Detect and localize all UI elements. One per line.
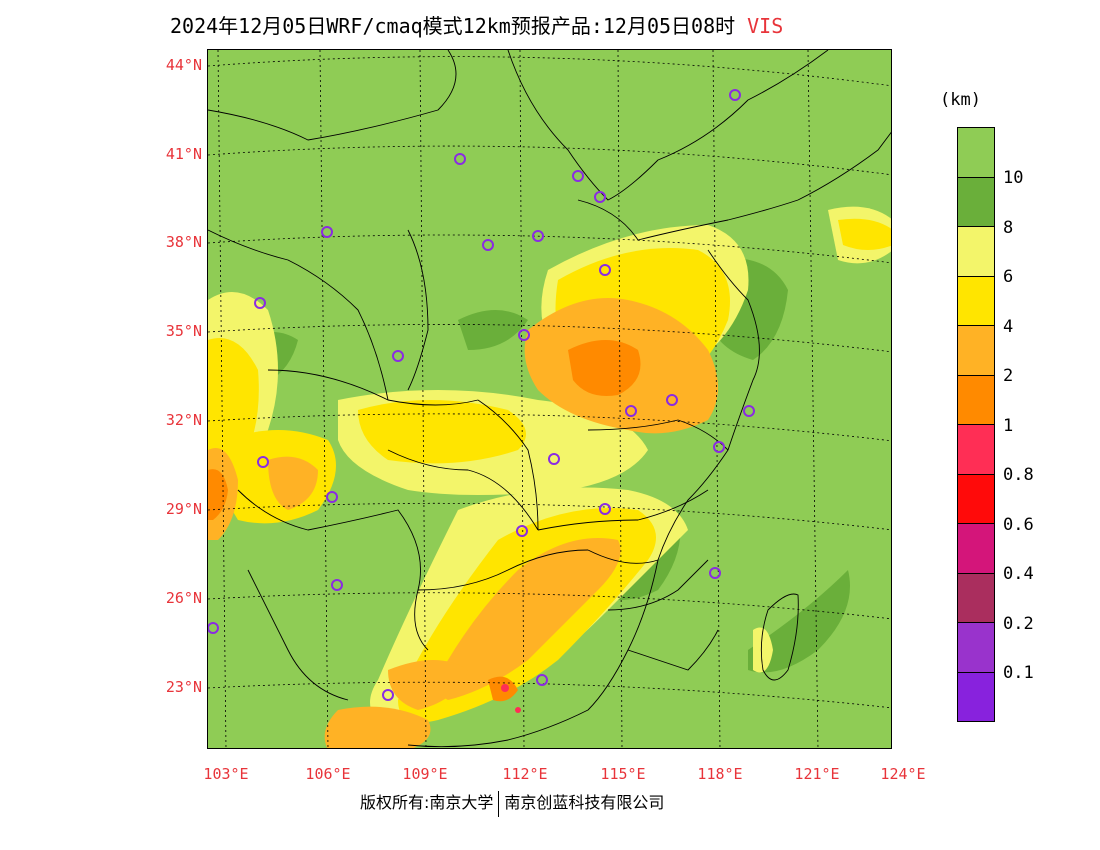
- legend-label-2: 2: [1003, 366, 1014, 386]
- station-marker: [532, 230, 544, 242]
- legend-color-band: [958, 326, 994, 376]
- station-marker: [331, 579, 343, 591]
- station-marker: [326, 491, 338, 503]
- lon-label-112: 112°E: [502, 765, 548, 783]
- legend-label-6: 6: [1003, 267, 1014, 287]
- station-marker: [709, 567, 721, 579]
- legend-color-band: [958, 524, 994, 574]
- station-markers: [208, 89, 755, 701]
- lat-label-26: 26°N: [165, 589, 202, 607]
- station-marker: [625, 405, 637, 417]
- legend-color-band: [958, 425, 994, 475]
- legend-label-1: 1: [1003, 416, 1014, 436]
- lat-label-44: 44°N: [165, 56, 202, 74]
- station-marker: [548, 453, 560, 465]
- lon-label-118: 118°E: [697, 765, 743, 783]
- legend-label-0.4: 0.4: [1003, 564, 1034, 584]
- legend-color-band: [958, 474, 994, 524]
- lat-label-32: 32°N: [165, 411, 202, 429]
- legend-color-band: [958, 227, 994, 277]
- footer-separator: [498, 790, 500, 817]
- station-marker: [743, 405, 755, 417]
- lat-label-41: 41°N: [165, 145, 202, 163]
- lat-label-38: 38°N: [165, 233, 202, 251]
- legend-color-band: [958, 375, 994, 425]
- lon-label-124: 124°E: [880, 765, 926, 783]
- legend-label-0.1: 0.1: [1003, 663, 1034, 683]
- legend-label-0.6: 0.6: [1003, 515, 1034, 535]
- vis-0.8-1-areas: [501, 684, 521, 713]
- station-marker: [321, 226, 333, 238]
- chart-title: 2024年12月05日WRF/cmaq模式12km预报产品:12月05日08时 V…: [170, 10, 783, 39]
- legend-unit: (km): [940, 90, 981, 110]
- boundaries: [208, 50, 891, 748]
- color-legend: [957, 127, 995, 722]
- station-marker: [392, 350, 404, 362]
- station-marker: [594, 191, 606, 203]
- legend-color-band: [958, 623, 994, 673]
- lon-label-121: 121°E: [794, 765, 840, 783]
- station-marker: [666, 394, 678, 406]
- footer-copyright: 版权所有:南京大学: [360, 793, 494, 812]
- station-marker: [599, 503, 611, 515]
- legend-label-4: 4: [1003, 317, 1014, 337]
- legend-label-0.8: 0.8: [1003, 465, 1034, 485]
- station-marker: [257, 456, 269, 468]
- legend-color-band: [958, 573, 994, 623]
- footer: 版权所有:南京大学 南京创蓝科技有限公司: [360, 789, 664, 817]
- legend-color-band: [958, 276, 994, 326]
- station-marker: [208, 622, 219, 634]
- station-marker: [516, 525, 528, 537]
- station-marker: [599, 264, 611, 276]
- lat-label-29: 29°N: [165, 500, 202, 518]
- station-marker: [254, 297, 266, 309]
- station-marker: [572, 170, 584, 182]
- lon-label-103: 103°E: [203, 765, 249, 783]
- visibility-map: [207, 49, 892, 749]
- title-main: 2024年12月05日WRF/cmaq模式12km预报产品:12月05日08时: [170, 14, 736, 38]
- legend-color-band: [958, 128, 994, 178]
- graticule: [208, 50, 891, 748]
- title-variable: VIS: [747, 14, 784, 38]
- footer-company: 南京创蓝科技有限公司: [504, 793, 665, 812]
- station-marker: [454, 153, 466, 165]
- station-marker: [382, 689, 394, 701]
- station-marker: [713, 441, 725, 453]
- station-marker: [518, 329, 530, 341]
- lon-label-109: 109°E: [402, 765, 448, 783]
- lat-label-23: 23°N: [165, 678, 202, 696]
- lon-label-115: 115°E: [600, 765, 646, 783]
- station-marker: [536, 674, 548, 686]
- legend-color-band: [958, 672, 994, 721]
- station-marker: [729, 89, 741, 101]
- legend-label-8: 8: [1003, 218, 1014, 238]
- station-marker: [482, 239, 494, 251]
- legend-color-band: [958, 177, 994, 227]
- lon-label-106: 106°E: [305, 765, 351, 783]
- legend-label-0.2: 0.2: [1003, 614, 1034, 634]
- lat-label-35: 35°N: [165, 322, 202, 340]
- legend-label-10: 10: [1003, 168, 1024, 188]
